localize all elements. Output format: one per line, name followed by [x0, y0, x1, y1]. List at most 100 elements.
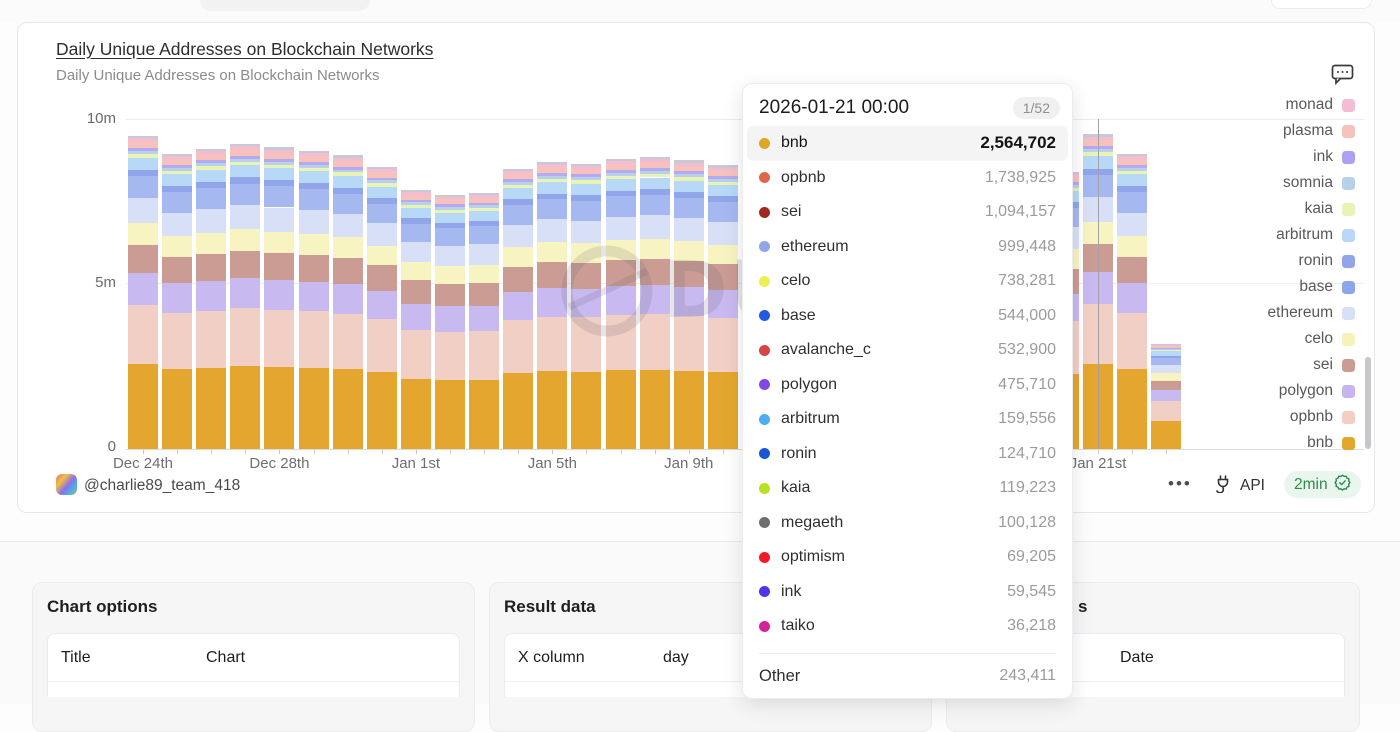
- legend-item-somnia[interactable]: somnia: [1268, 170, 1355, 196]
- bar-2025-12-30[interactable]: [332, 155, 363, 449]
- chart-title-link[interactable]: Daily Unique Addresses on Blockchain Net…: [56, 39, 434, 59]
- legend-item-monad[interactable]: monad: [1268, 92, 1355, 118]
- legend-scrollbar[interactable]: [1365, 357, 1371, 449]
- bar-segment-opbnb: [400, 329, 431, 379]
- bar-segment-ronin: [673, 192, 704, 198]
- author-handle[interactable]: @charlie89_team_418: [84, 477, 241, 494]
- bar-2026-01-22[interactable]: [1117, 153, 1148, 449]
- author-avatar[interactable]: [56, 474, 77, 495]
- bar-2025-12-27[interactable]: [230, 143, 261, 449]
- legend-item-ronin[interactable]: ronin: [1268, 248, 1355, 274]
- bar-2025-12-29[interactable]: [298, 150, 329, 449]
- legend-item-ink[interactable]: ink: [1268, 144, 1355, 170]
- setting-value[interactable]: day: [663, 649, 689, 666]
- bar-segment-celo: [434, 265, 465, 284]
- legend-item-opbnb[interactable]: opbnb: [1268, 404, 1355, 430]
- bar-segment-bnb: [605, 370, 636, 449]
- top-toolbar-pill: [200, 0, 370, 11]
- tooltip-other-value: 243,411: [999, 667, 1056, 684]
- bar-2026-01-02[interactable]: [434, 194, 465, 449]
- bar-2026-01-09[interactable]: [673, 160, 704, 449]
- bar-segment-sei: [1151, 380, 1182, 391]
- chart-title-setting-row[interactable]: Title Chart: [48, 634, 459, 681]
- bar-segment-monad: [400, 191, 431, 195]
- chart-options-panel: Chart options Title Chart: [32, 582, 475, 732]
- legend-swatch: [1342, 98, 1355, 112]
- bar-segment-plasma: [332, 160, 363, 167]
- bar-2025-12-31[interactable]: [366, 166, 397, 449]
- bar-segment-polygon: [707, 289, 738, 319]
- bar-2026-01-23[interactable]: [1151, 344, 1182, 449]
- bar-segment-plasma: [366, 172, 397, 178]
- legend-label: arbitrum: [1276, 226, 1333, 243]
- bar-segment-megaeth: [230, 143, 261, 147]
- bar-segment-arbitrum: [400, 207, 431, 219]
- bar-segment-opbnb: [707, 318, 738, 372]
- bar-segment-plasma: [605, 163, 636, 170]
- chart-options-card: Title Chart: [47, 633, 460, 697]
- bar-segment-arbitrum: [571, 183, 602, 195]
- legend-item-ethereum[interactable]: ethereum: [1268, 300, 1355, 326]
- setting-value[interactable]: Chart: [206, 649, 246, 666]
- x-column-setting-row[interactable]: X column day: [505, 634, 916, 681]
- bar-segment-arbitrum: [128, 157, 158, 171]
- bar-segment-base: [707, 202, 738, 222]
- api-button[interactable]: API: [1214, 474, 1265, 498]
- legend-item-celo[interactable]: celo: [1268, 326, 1355, 352]
- refresh-status-badge[interactable]: 2min: [1284, 471, 1361, 498]
- tooltip-series-value: 738,281: [998, 272, 1056, 290]
- legend-item-plasma[interactable]: plasma: [1268, 118, 1355, 144]
- bar-segment-ethereum: [469, 244, 500, 265]
- bar-2026-01-10[interactable]: [707, 165, 738, 449]
- bar-segment-ink: [1117, 165, 1148, 168]
- legend-item-sei[interactable]: sei: [1268, 352, 1355, 378]
- tooltip-row-base: base 544,000: [743, 299, 1072, 334]
- bar-2025-12-26[interactable]: [196, 148, 227, 449]
- bar-segment-sei: [230, 250, 261, 278]
- bar-segment-ethereum: [1151, 365, 1182, 374]
- tooltip-row-bnb: bnb 2,564,702: [747, 126, 1068, 161]
- bar-2026-01-01[interactable]: [400, 189, 431, 449]
- axis-tick: [143, 450, 144, 454]
- bar-2026-01-04[interactable]: [503, 168, 534, 449]
- legend-item-bnb[interactable]: bnb: [1268, 430, 1355, 456]
- legend-item-kaia[interactable]: kaia: [1268, 196, 1355, 222]
- setting-value[interactable]: Date: [1120, 649, 1154, 666]
- bar-segment-kaia: [298, 167, 329, 172]
- bar-2026-01-06[interactable]: [571, 163, 602, 449]
- bar-segment-ethereum: [230, 204, 261, 230]
- setting-label: Title: [61, 649, 91, 666]
- bar-segment-arbitrum: [503, 188, 534, 200]
- bar-segment-ethereum: [366, 223, 397, 246]
- card-menu-button[interactable]: •••: [1168, 474, 1192, 493]
- bar-2026-01-05[interactable]: [537, 162, 568, 449]
- tooltip-series-label: taiko: [781, 617, 815, 635]
- bar-segment-celo: [366, 245, 397, 266]
- x-axis-label: Dec 28th: [249, 455, 310, 472]
- bar-2025-12-28[interactable]: [264, 147, 295, 449]
- legend-item-base[interactable]: base: [1268, 274, 1355, 300]
- bar-segment-somnia: [469, 205, 500, 208]
- legend-label: ronin: [1298, 252, 1333, 269]
- legend-swatch: [1342, 124, 1355, 138]
- bar-2025-12-24[interactable]: [128, 135, 158, 449]
- tooltip-series-value: 532,900: [998, 341, 1056, 359]
- legend-item-polygon[interactable]: polygon: [1268, 378, 1355, 404]
- bar-segment-plasma: [400, 194, 431, 200]
- bar-segment-polygon: [1151, 390, 1182, 401]
- bar-segment-somnia: [707, 178, 738, 182]
- bar-segment-ink: [434, 204, 465, 207]
- bar-segment-base: [673, 197, 704, 218]
- bar-segment-plasma: [503, 173, 534, 180]
- bar-2026-01-08[interactable]: [639, 157, 670, 449]
- refresh-interval: 2min: [1294, 475, 1328, 493]
- comment-icon[interactable]: [1331, 64, 1354, 90]
- bar-2026-01-07[interactable]: [605, 158, 636, 449]
- bar-2026-01-03[interactable]: [469, 193, 500, 449]
- date-setting-row[interactable]: Date: [962, 634, 1344, 681]
- bar-2025-12-25[interactable]: [162, 153, 193, 449]
- series-dot: [759, 379, 770, 391]
- bar-segment-arbitrum: [162, 174, 193, 187]
- tooltip-series-label: megaeth: [781, 513, 844, 531]
- legend-item-arbitrum[interactable]: arbitrum: [1268, 222, 1355, 248]
